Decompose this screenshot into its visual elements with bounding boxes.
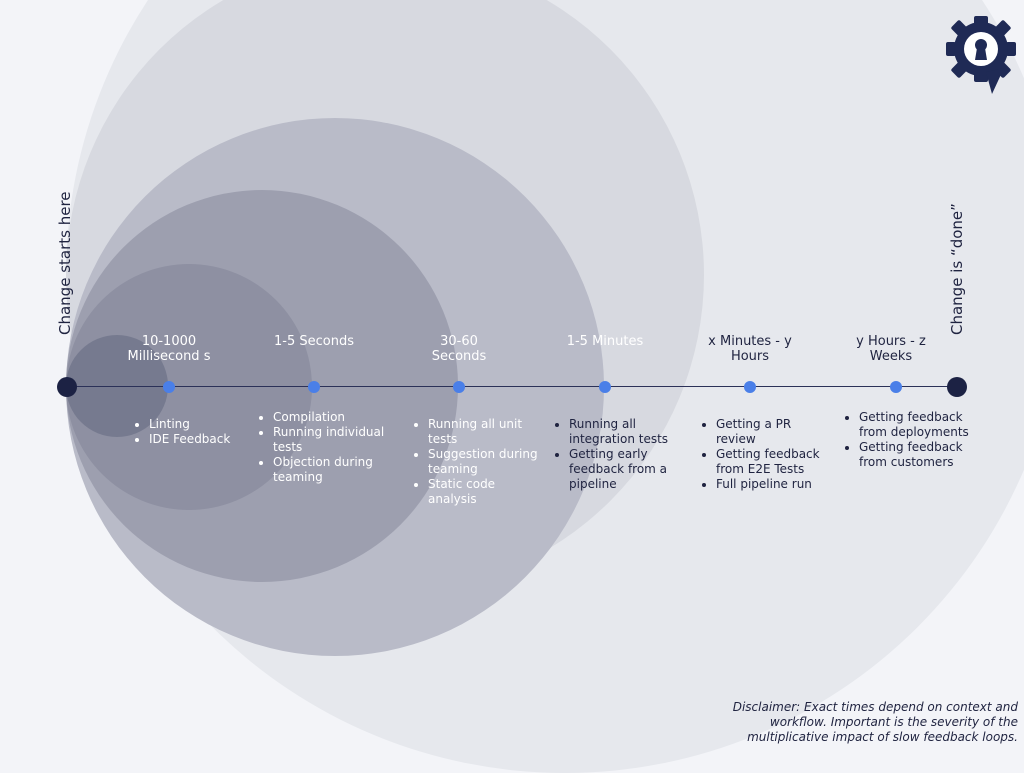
stage-tick-2 <box>308 381 320 393</box>
disclaimer: Disclaimer: Exact times depend on contex… <box>732 700 1018 744</box>
stage-tick-5 <box>744 381 756 393</box>
stage-tick-1 <box>163 381 175 393</box>
stage-tick-3 <box>453 381 465 393</box>
start-label: Change starts here <box>56 191 74 335</box>
stage-items-3: Running all unit tests Suggestion during… <box>413 417 540 507</box>
list-item: Full pipeline run <box>716 477 826 492</box>
list-item: Running all integration tests <box>569 417 681 447</box>
stage-label-1: 10-1000 Millisecond s <box>127 334 211 364</box>
list-item: Suggestion during teaming <box>428 447 540 477</box>
stage-label-2: 1-5 Seconds <box>274 334 354 349</box>
list-item: Getting early feedback from a pipeline <box>569 447 681 492</box>
end-dot <box>947 377 967 397</box>
stage-tick-4 <box>599 381 611 393</box>
stage-items-6: Getting feedback from deployments Gettin… <box>844 410 971 470</box>
list-item: Getting feedback from E2E Tests <box>716 447 826 477</box>
list-item: Linting <box>149 417 239 432</box>
timeline-axis <box>66 386 956 387</box>
list-item: Running all unit tests <box>428 417 540 447</box>
stage-items-5: Getting a PR review Getting feedback fro… <box>701 417 826 492</box>
list-item: Getting feedback from customers <box>859 440 971 470</box>
stage-items-4: Running all integration tests Getting ea… <box>554 417 681 492</box>
list-item: Getting feedback from deployments <box>859 410 971 440</box>
stage-label-6: y Hours - z Weeks <box>856 334 926 364</box>
list-item: IDE Feedback <box>149 432 239 447</box>
start-dot <box>57 377 77 397</box>
list-item: Getting a PR review <box>716 417 826 447</box>
list-item: Compilation <box>273 410 395 425</box>
stage-label-3: 30-60 Seconds <box>431 334 487 364</box>
list-item: Static code analysis <box>428 477 540 507</box>
stage-tick-6 <box>890 381 902 393</box>
stage-label-5: x Minutes - y Hours <box>708 334 792 364</box>
end-label: Change is “done” <box>948 203 966 335</box>
stage-label-4: 1-5 Minutes <box>566 334 644 349</box>
stage-items-2: Compilation Running individual tests Obj… <box>258 410 395 485</box>
list-item: Running individual tests <box>273 425 395 455</box>
gear-keyhole-speech-bubble-icon <box>946 16 1016 94</box>
stage-items-1: Linting IDE Feedback <box>134 417 239 447</box>
list-item: Objection during teaming <box>273 455 395 485</box>
